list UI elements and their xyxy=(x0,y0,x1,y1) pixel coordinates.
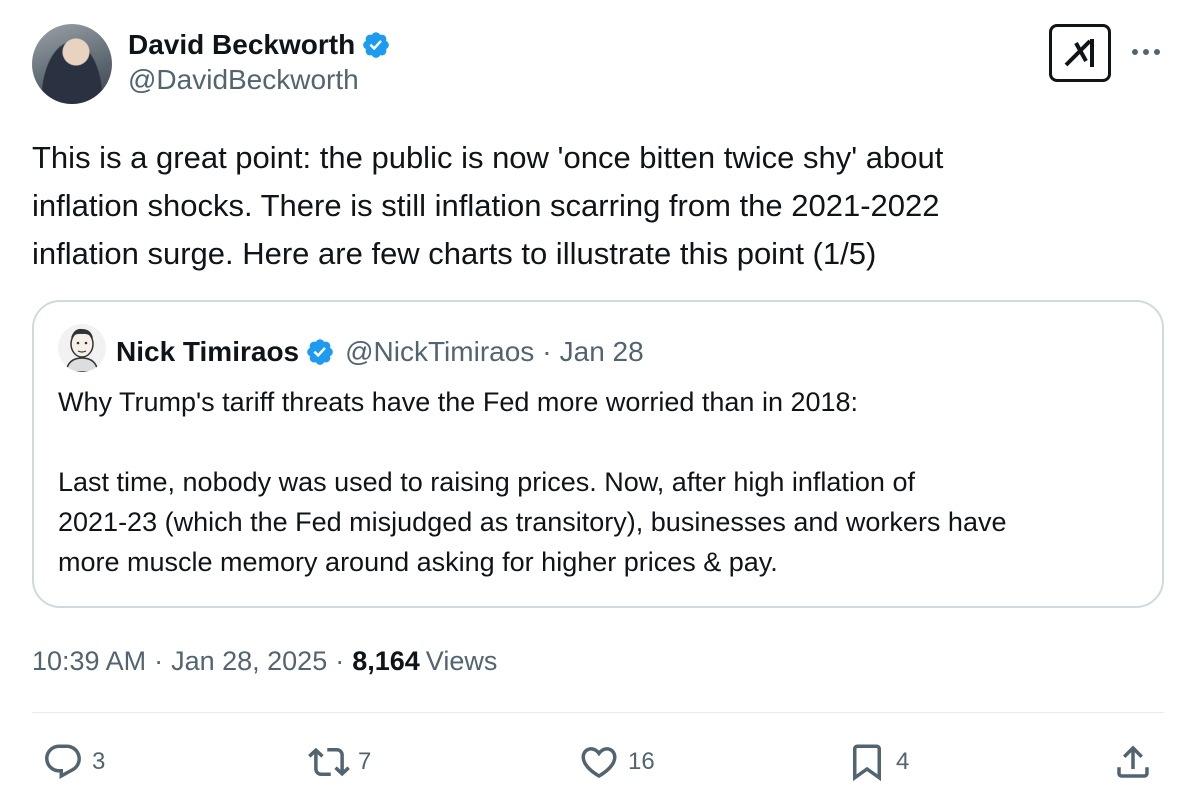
quoted-text-line xyxy=(58,422,1148,462)
tweet-date[interactable]: Jan 28, 2025 xyxy=(171,645,328,676)
like-count: 16 xyxy=(628,748,655,775)
author-handle[interactable]: @DavidBeckworth xyxy=(128,64,359,95)
tweet-text: This is a great point: the public is now… xyxy=(32,134,1162,278)
share-button[interactable] xyxy=(1112,740,1154,784)
tweet-time[interactable]: 10:39 AM xyxy=(32,645,147,676)
quoted-text-line: Why Trump's tariff threats have the Fed … xyxy=(58,387,859,417)
bookmark-button[interactable]: 4 xyxy=(846,740,909,784)
grok-button[interactable] xyxy=(1049,24,1111,82)
quoted-author-handle[interactable]: @NickTimiraos xyxy=(345,336,535,367)
quoted-text-line: 2021-23 (which the Fed misjudged as tran… xyxy=(58,507,1007,537)
quoted-text-line: Last time, nobody was used to raising pr… xyxy=(58,467,915,497)
tweet-text-line: This is a great point: the public is now… xyxy=(32,140,944,175)
views-label: Views xyxy=(425,645,498,676)
more-icon[interactable] xyxy=(1128,40,1164,64)
quoted-separator: · xyxy=(542,336,552,367)
verified-badge-icon xyxy=(307,339,333,365)
author-avatar[interactable] xyxy=(32,24,112,104)
share-icon xyxy=(1117,745,1149,778)
author-name[interactable]: David Beckworth xyxy=(128,29,356,60)
grok-icon xyxy=(1064,39,1094,67)
retweet-icon xyxy=(308,747,350,777)
author-info: David Beckworth @DavidBeckworth xyxy=(128,26,391,96)
bookmark-icon xyxy=(853,744,881,782)
quoted-author-info: Nick Timiraos @NickTimiraos · Jan 28 xyxy=(116,332,644,372)
reply-count: 3 xyxy=(92,748,106,775)
bookmark-count: 4 xyxy=(896,748,910,775)
tweet-text-line: inflation surge. Here are few charts to … xyxy=(32,236,877,271)
quoted-text-line: more muscle memory around asking for hig… xyxy=(58,547,778,577)
tweet-meta: 10:39 AM · Jan 28, 2025 · 8,164 Views xyxy=(32,640,497,682)
divider xyxy=(32,712,1164,713)
verified-badge-icon[interactable] xyxy=(361,30,391,60)
meta-separator: · xyxy=(154,645,164,676)
quoted-author-avatar[interactable] xyxy=(58,324,106,372)
quoted-author-name[interactable]: Nick Timiraos xyxy=(116,336,300,367)
quoted-date[interactable]: Jan 28 xyxy=(559,336,644,367)
like-icon xyxy=(581,747,617,779)
retweet-count: 7 xyxy=(358,748,372,775)
meta-separator: · xyxy=(335,645,345,676)
reply-button[interactable]: 3 xyxy=(42,740,105,784)
quoted-tweet-text: Why Trump's tariff threats have the Fed … xyxy=(58,382,1148,582)
quoted-tweet[interactable]: Nick Timiraos @NickTimiraos · Jan 28 Why… xyxy=(32,300,1164,608)
views-count: 8,164 xyxy=(352,645,420,676)
reply-icon xyxy=(45,744,81,779)
retweet-button[interactable]: 7 xyxy=(308,740,371,784)
tweet-text-line: inflation shocks. There is still inflati… xyxy=(32,188,940,223)
like-button[interactable]: 16 xyxy=(578,740,655,784)
